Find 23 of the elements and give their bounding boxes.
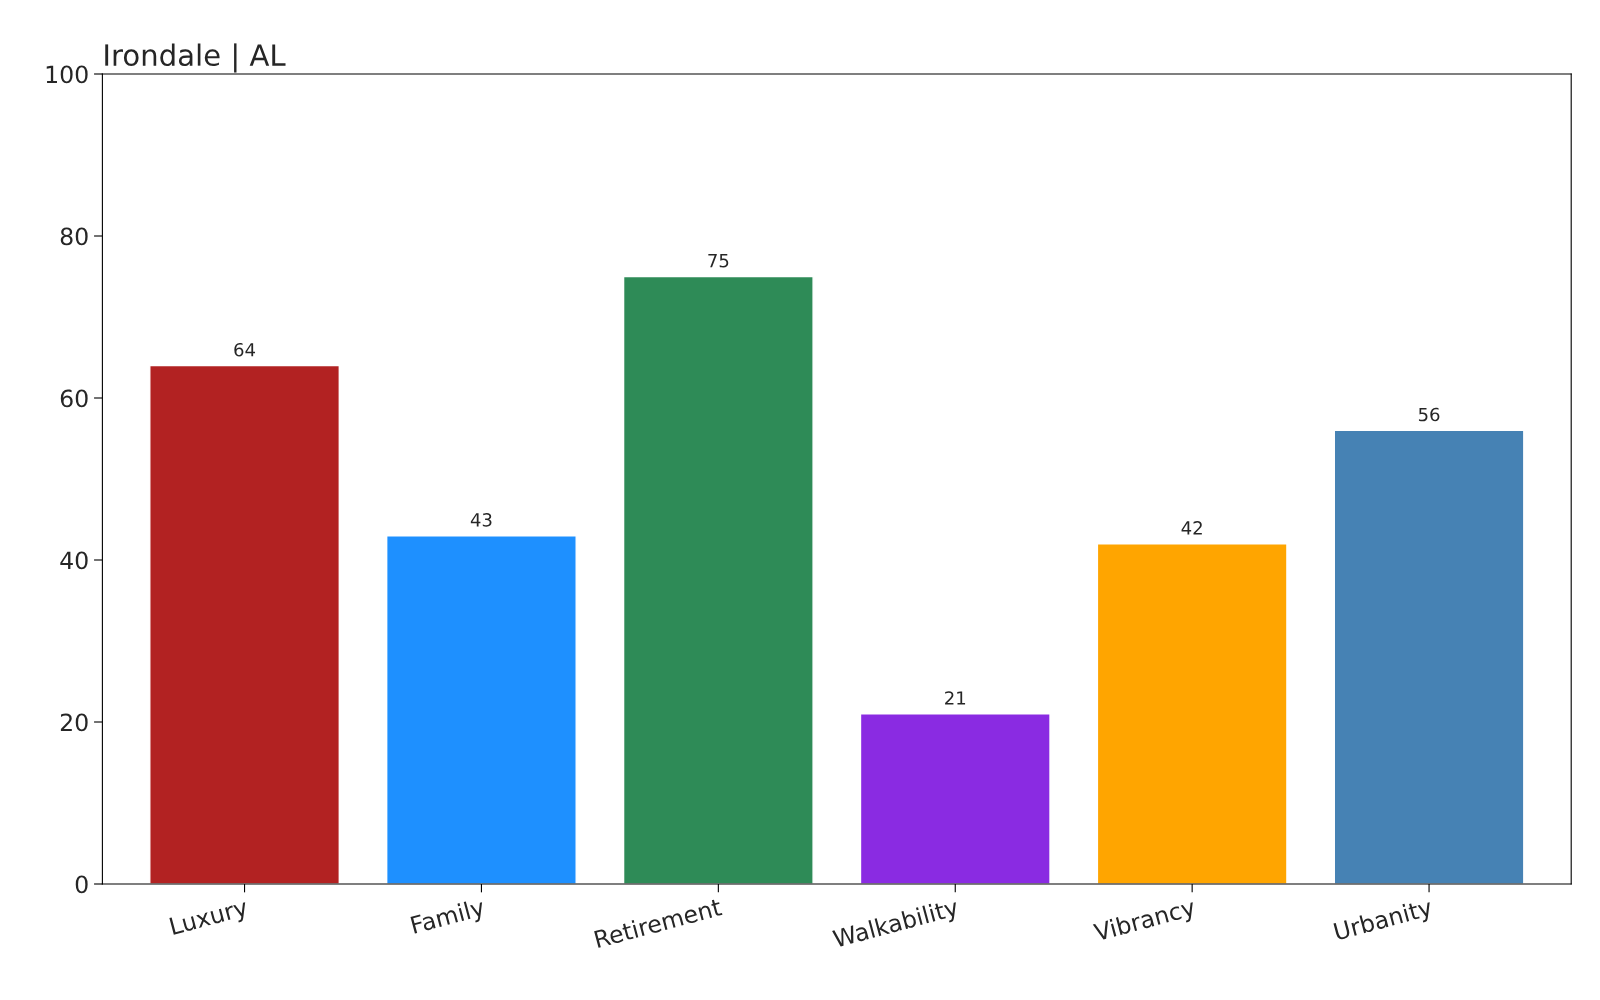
y-tick-label: 40 xyxy=(60,551,88,570)
x-tick-label: Luxury xyxy=(169,898,250,940)
bar xyxy=(1333,429,1525,884)
x-tick-label: Family xyxy=(410,897,487,939)
data-label: 21 xyxy=(945,691,966,705)
x-tick-label: Vibrancy xyxy=(1092,897,1198,946)
y-tick-label: 20 xyxy=(60,713,88,732)
y-tick-label: 0 xyxy=(75,875,88,894)
bar xyxy=(859,713,1051,884)
data-label: 75 xyxy=(708,254,729,268)
x-tick-label: Urbanity xyxy=(1333,897,1435,945)
data-label: 42 xyxy=(1181,521,1202,535)
bar xyxy=(385,535,577,884)
y-tick-label: 60 xyxy=(60,389,88,408)
data-label: 56 xyxy=(1418,407,1440,422)
chart-title: Irondale | AL xyxy=(105,43,286,73)
data-label: 43 xyxy=(470,512,492,527)
data-label: 64 xyxy=(234,342,256,357)
y-tick-label: 100 xyxy=(46,65,88,84)
y-tick-label: 80 xyxy=(60,227,88,246)
bar xyxy=(1096,543,1288,884)
bar xyxy=(149,364,340,884)
bar xyxy=(622,275,814,884)
